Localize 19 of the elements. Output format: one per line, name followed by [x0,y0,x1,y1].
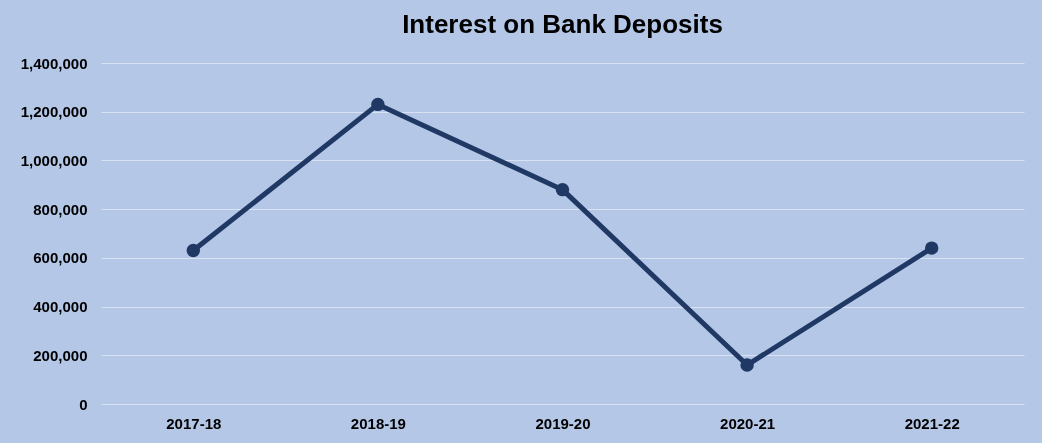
y-tick-label: 400,000 [33,298,88,316]
y-tick-label: 600,000 [33,249,88,267]
y-tick-label: 1,000,000 [20,151,88,169]
x-tick-label: 2018-19 [350,414,406,432]
point [371,97,385,112]
x-tick-label: 2021-22 [904,414,960,432]
x-tick-label: 2017-18 [166,414,222,432]
y-tick-label: 1,200,000 [20,103,88,121]
y-tick-label: 0 [79,395,88,413]
chart-title: Interest on Bank Deposits [402,9,723,39]
point [186,243,201,258]
y-tick-label: 1,400,000 [20,54,88,72]
point [740,358,754,372]
y-tick-label: 200,000 [33,346,88,364]
point [555,182,570,197]
x-tick-label: 2019-20 [535,414,591,432]
point [924,241,939,255]
x-tick-label: 2020-21 [720,414,776,432]
y-tick-label: 800,000 [33,200,88,218]
